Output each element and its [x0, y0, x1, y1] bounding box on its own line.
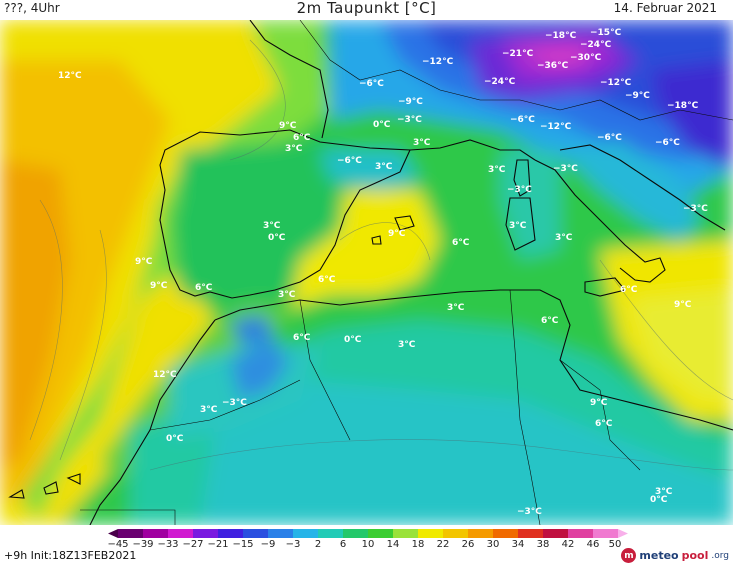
temp-label: −9°C [398, 97, 423, 107]
temp-label: 9°C [150, 281, 168, 291]
temp-label: 6°C [318, 275, 336, 285]
dewpoint-map-canvas: 12°C −18°C −15°C −24°C −21°C −36°C −30°C… [0, 20, 733, 525]
temp-label: 12°C [153, 370, 177, 380]
legend-tick: 50 [608, 539, 622, 550]
temp-label: 9°C [388, 229, 406, 239]
logo-text-main: meteo [639, 549, 679, 562]
temp-label: 3°C [375, 162, 393, 172]
temp-label: 3°C [509, 221, 527, 231]
temp-label: −15°C [590, 28, 622, 38]
legend-tick: −27 [182, 539, 204, 550]
meteopool-logo-icon: m [621, 548, 637, 563]
color-legend-ticks: −45 −39 −33 −27 −21 −15 −9 −3 2 6 10 14 … [107, 539, 628, 551]
dewpoint-map: 12°C −18°C −15°C −24°C −21°C −36°C −30°C… [0, 20, 733, 525]
map-title: 2m Taupunkt [°C] [296, 0, 437, 17]
legend-tick: 2 [314, 539, 322, 550]
temp-label: −24°C [484, 77, 516, 87]
legend-tick: 46 [586, 539, 600, 550]
legend-tick: 6 [339, 539, 347, 550]
model-init-label: +9h Init:18Z13FEB2021 [4, 549, 137, 562]
temp-label: 3°C [555, 233, 573, 243]
temp-label: −12°C [422, 57, 454, 67]
temp-label: −3°C [222, 398, 247, 408]
dewpoint-field [0, 20, 733, 525]
contour-lines [29, 39, 733, 471]
forecast-date: 14. Februar 2021 [613, 1, 717, 15]
legend-tick: −21 [207, 539, 229, 550]
meteopool-logo-link[interactable]: m meteo pool .org [621, 548, 729, 563]
temp-label: 6°C [452, 238, 470, 248]
temp-label: −21°C [502, 49, 534, 59]
color-legend-bar [108, 529, 628, 538]
legend-tick: 10 [361, 539, 375, 550]
temp-label: 0°C [344, 335, 362, 345]
legend-tick: −3 [285, 539, 301, 550]
temp-label: 3°C [285, 144, 303, 154]
logo-text-suffix: .org [711, 550, 729, 561]
temp-label: −6°C [359, 79, 384, 89]
temp-label: −3°C [683, 204, 708, 214]
temp-label: 9°C [674, 300, 692, 310]
coastlines [8, 20, 733, 525]
temp-label: 0°C [268, 233, 286, 243]
temp-label: −36°C [537, 61, 569, 71]
temp-label: −18°C [667, 101, 699, 111]
temp-label: 6°C [293, 133, 311, 143]
temp-label: −3°C [397, 115, 422, 125]
temp-label: 0°C [650, 495, 668, 505]
temp-label: −6°C [597, 133, 622, 143]
legend-tick: 30 [486, 539, 500, 550]
temp-label: 12°C [58, 71, 82, 81]
temp-label: −9°C [625, 91, 650, 101]
temp-label: 3°C [655, 487, 673, 497]
legend-tick: −9 [260, 539, 276, 550]
temp-label: 6°C [620, 285, 638, 295]
map-header: ???, 4Uhr 2m Taupunkt [°C] 14. Februar 2… [0, 0, 733, 20]
temp-label: 3°C [278, 290, 296, 300]
temp-label: 9°C [590, 398, 608, 408]
legend-tick: 34 [511, 539, 525, 550]
temp-label: 3°C [263, 221, 281, 231]
legend-tick: 14 [386, 539, 400, 550]
legend-tick: −15 [232, 539, 254, 550]
temp-label: 3°C [398, 340, 416, 350]
temp-label: −18°C [545, 31, 577, 41]
temp-label: 9°C [135, 257, 153, 267]
legend-tick: 42 [561, 539, 575, 550]
temp-label: −6°C [337, 156, 362, 166]
temp-label: 0°C [166, 434, 184, 444]
temp-label: 9°C [279, 121, 297, 131]
legend-tick: 38 [536, 539, 550, 550]
legend-tick: 18 [411, 539, 425, 550]
temp-label: 6°C [195, 283, 213, 293]
map-footer: −45 −39 −33 −27 −21 −15 −9 −3 2 6 10 14 … [0, 525, 733, 566]
temp-label: 0°C [373, 120, 391, 130]
logo-text-accent: pool [681, 549, 709, 562]
legend-tick: −45 [107, 539, 129, 550]
temp-label: 3°C [488, 165, 506, 175]
temp-label: −3°C [507, 185, 532, 195]
temp-label: −3°C [553, 164, 578, 174]
forecast-time-label: ???, 4Uhr [4, 1, 60, 15]
temp-label: −30°C [570, 53, 602, 63]
temp-label: −12°C [540, 122, 572, 132]
temp-label: −6°C [510, 115, 535, 125]
legend-tick: −33 [157, 539, 179, 550]
temp-label: −12°C [600, 78, 632, 88]
temp-label: −3°C [517, 507, 542, 517]
legend-tick: 22 [436, 539, 450, 550]
temp-label: 3°C [447, 303, 465, 313]
legend-tick: −39 [132, 539, 154, 550]
temp-label: 3°C [200, 405, 218, 415]
temp-label: −6°C [655, 138, 680, 148]
legend-tick: 26 [461, 539, 475, 550]
temp-label: 6°C [541, 316, 559, 326]
temp-label: 3°C [413, 138, 431, 148]
temp-label: −24°C [580, 40, 612, 50]
temp-label: 6°C [293, 333, 311, 343]
temp-label: 6°C [595, 419, 613, 429]
temperature-labels: 12°C −18°C −15°C −24°C −21°C −36°C −30°C… [58, 28, 708, 517]
